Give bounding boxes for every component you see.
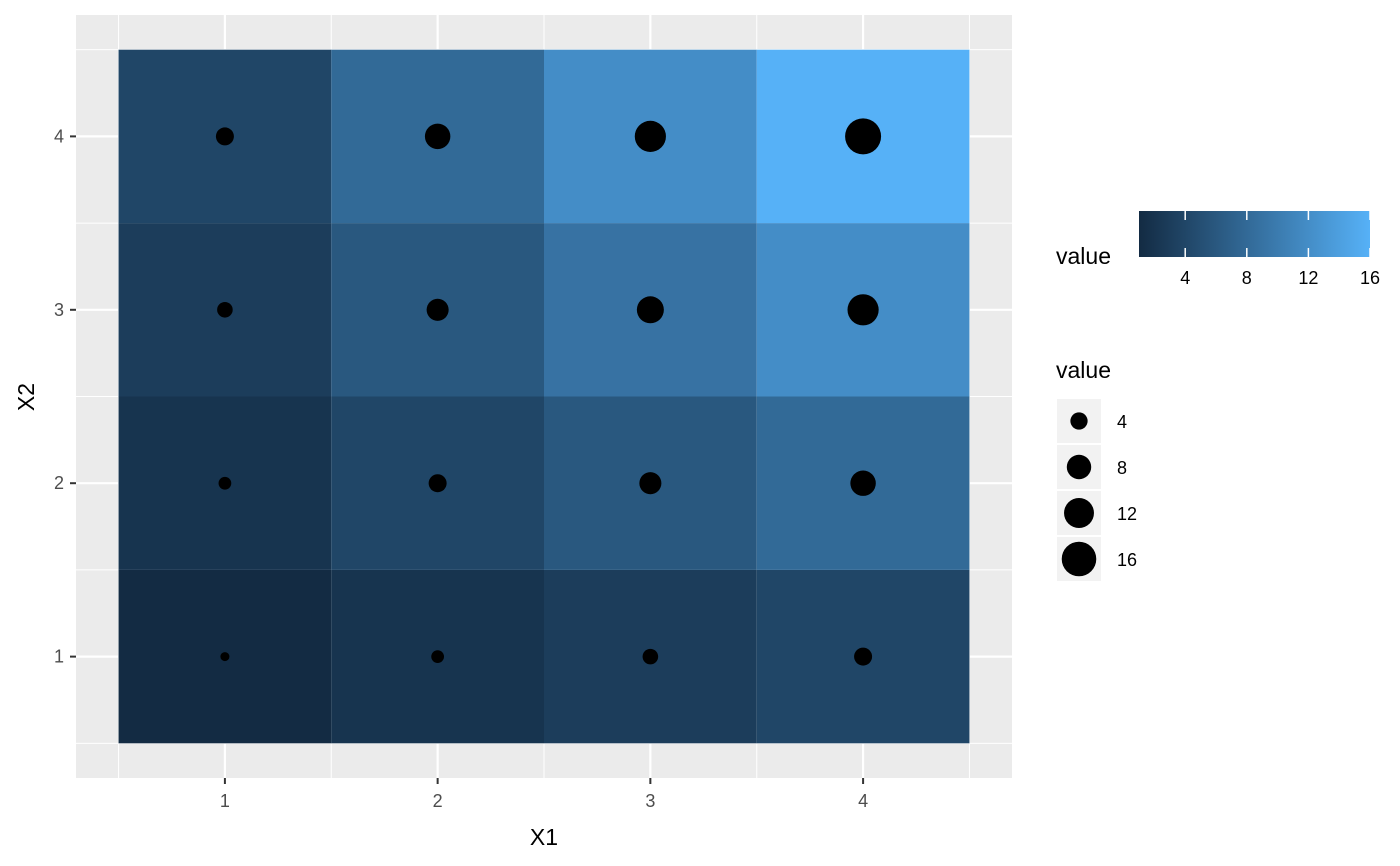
colorbar bbox=[1139, 211, 1370, 257]
size-point bbox=[845, 118, 882, 155]
size-point bbox=[424, 123, 451, 150]
size-legend-label: 8 bbox=[1117, 458, 1127, 478]
heatmap-tiles bbox=[118, 49, 970, 744]
colorbar-tick-label: 12 bbox=[1298, 268, 1318, 288]
size-point bbox=[847, 294, 879, 326]
color-legend-title: value bbox=[1056, 243, 1111, 269]
y-tick-label: 1 bbox=[54, 647, 64, 667]
color-legend: value 4 8 12 16 bbox=[1056, 211, 1380, 288]
y-tick-label: 3 bbox=[54, 300, 64, 320]
size-point bbox=[426, 298, 449, 321]
size-point bbox=[220, 652, 230, 662]
y-tick-label: 4 bbox=[54, 126, 64, 146]
size-point bbox=[218, 476, 232, 490]
size-point bbox=[854, 647, 873, 666]
size-point bbox=[642, 648, 659, 665]
x-axis-title: X1 bbox=[530, 824, 558, 850]
colorbar-tick-label: 16 bbox=[1360, 268, 1380, 288]
size-legend: value 4 8 12 16 bbox=[1056, 357, 1137, 581]
x-tick-label: 3 bbox=[645, 791, 655, 811]
x-tick-label: 2 bbox=[433, 791, 443, 811]
y-tick-label: 2 bbox=[54, 473, 64, 493]
size-legend-point bbox=[1070, 412, 1088, 430]
y-axis-title: X2 bbox=[13, 383, 39, 411]
size-legend-title: value bbox=[1056, 357, 1111, 383]
size-point bbox=[428, 474, 447, 493]
x-axis: 1 2 3 4 bbox=[220, 778, 868, 811]
size-legend-label: 12 bbox=[1117, 504, 1137, 524]
colorbar-tick-label: 8 bbox=[1242, 268, 1252, 288]
colorbar-tick-label: 4 bbox=[1180, 268, 1190, 288]
size-point bbox=[431, 650, 445, 663]
size-legend-point bbox=[1064, 498, 1094, 528]
size-legend-label: 4 bbox=[1117, 412, 1127, 432]
size-point bbox=[215, 127, 234, 146]
size-point bbox=[634, 120, 666, 152]
size-point bbox=[217, 302, 233, 318]
colorbar-ticks: 4 8 12 16 bbox=[1180, 211, 1380, 288]
size-points bbox=[215, 118, 882, 666]
x-tick-label: 1 bbox=[220, 791, 230, 811]
size-point bbox=[636, 296, 664, 324]
size-point bbox=[850, 470, 876, 496]
size-legend-point bbox=[1066, 454, 1092, 480]
y-axis: 1 2 3 4 bbox=[54, 126, 76, 667]
size-point bbox=[639, 472, 662, 495]
size-legend-keys: 4 8 12 16 bbox=[1057, 399, 1137, 581]
size-legend-point bbox=[1061, 541, 1097, 577]
x-tick-label: 4 bbox=[858, 791, 868, 811]
size-legend-label: 16 bbox=[1117, 550, 1137, 570]
